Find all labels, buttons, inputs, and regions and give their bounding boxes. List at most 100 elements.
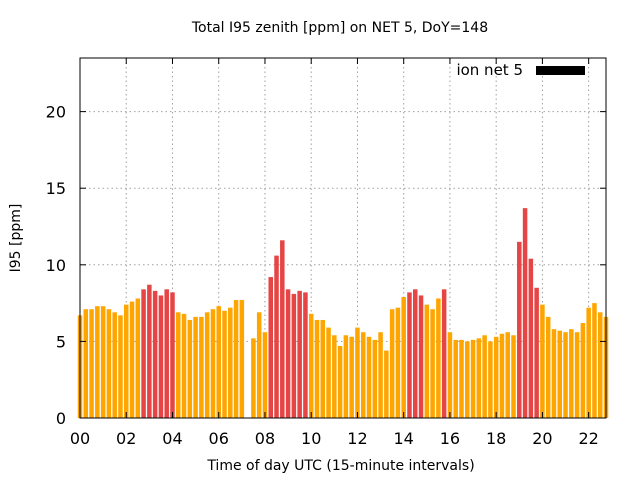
bar [476,338,482,418]
y-tick-label: 0 [56,409,66,428]
bar [343,335,349,418]
bar [592,303,597,418]
bar [187,319,193,418]
x-tick-label: 10 [301,429,321,448]
ticks-layer: 0 5 10 15 20 00 02 04 06 08 10 12 14 16 18 20 22 [46,58,606,448]
bar [285,289,291,418]
bar [256,312,262,418]
bar [574,332,580,418]
bar [459,339,464,418]
x-tick-label: 18 [486,429,506,448]
bar [395,307,401,418]
bar [349,336,354,418]
bar [164,289,169,418]
bar [308,313,314,418]
bar [517,241,522,418]
x-tick-label: 14 [394,429,414,448]
bar [199,316,204,418]
legend-swatch [536,66,585,75]
y-tick-label: 10 [46,256,66,275]
bar [320,319,326,418]
bar [488,341,493,418]
bars-layer [77,208,609,418]
bar [447,332,453,418]
bar [557,330,563,418]
bar [424,304,430,418]
bar [384,350,389,418]
bar [580,323,586,418]
bar [493,336,499,418]
legend-label: ion net 5 [456,61,523,79]
bar [528,258,534,418]
bar [141,289,146,418]
bar [430,309,435,418]
bar [233,300,239,418]
bar [586,307,591,418]
bar [106,309,112,418]
bar [118,315,123,418]
bar [262,332,268,418]
x-tick-label: 12 [347,429,367,448]
plot-frame [79,57,607,419]
bar [545,316,551,418]
bar [355,327,360,418]
bar [158,295,164,418]
bar [453,339,458,418]
bar [569,329,574,418]
x-tick-label: 08 [255,429,275,448]
bar [129,301,135,418]
grid-layer [80,58,606,418]
bar [152,290,158,418]
bar [407,292,412,418]
x-tick-label: 00 [70,429,90,448]
bar [239,300,245,418]
bar [378,332,383,418]
bar [210,309,216,418]
bar [470,339,476,418]
bar [482,335,487,418]
bar [337,346,343,418]
bar [465,341,470,418]
bar [123,304,129,418]
x-tick-label: 22 [578,429,598,448]
bar [597,312,603,418]
y-tick-label: 15 [46,179,66,198]
bar [170,292,175,418]
bar [522,208,528,418]
bar [95,306,100,418]
bar [534,287,539,418]
bar [372,339,378,418]
bar [100,306,106,418]
bar [332,335,337,418]
bar [112,312,117,418]
bar [540,304,545,418]
y-tick-label: 5 [56,332,66,351]
bar [441,289,447,418]
bar [274,255,279,418]
bar [147,284,152,418]
bar [251,338,256,418]
y-tick-label: 20 [46,103,66,122]
bar [366,336,372,418]
bar [511,335,516,418]
bar [551,329,557,418]
bar [222,310,227,418]
chart-title: Total I95 zenith [ppm] on NET 5, DoY=148 [191,20,488,36]
bar [228,307,233,418]
bar [181,313,187,418]
x-axis-label: Time of day UTC (15-minute intervals) [206,458,474,474]
bar [389,309,395,418]
bar [83,309,89,418]
x-tick-label: 04 [162,429,182,448]
bar [135,298,141,418]
y-axis-label: I95 [ppm] [8,204,24,273]
bar [268,277,273,418]
x-tick-label: 02 [116,429,136,448]
bar [505,332,510,418]
x-tick-label: 16 [440,429,460,448]
bar [436,298,441,418]
legend: ion net 5 [456,61,585,79]
bar [204,312,210,418]
